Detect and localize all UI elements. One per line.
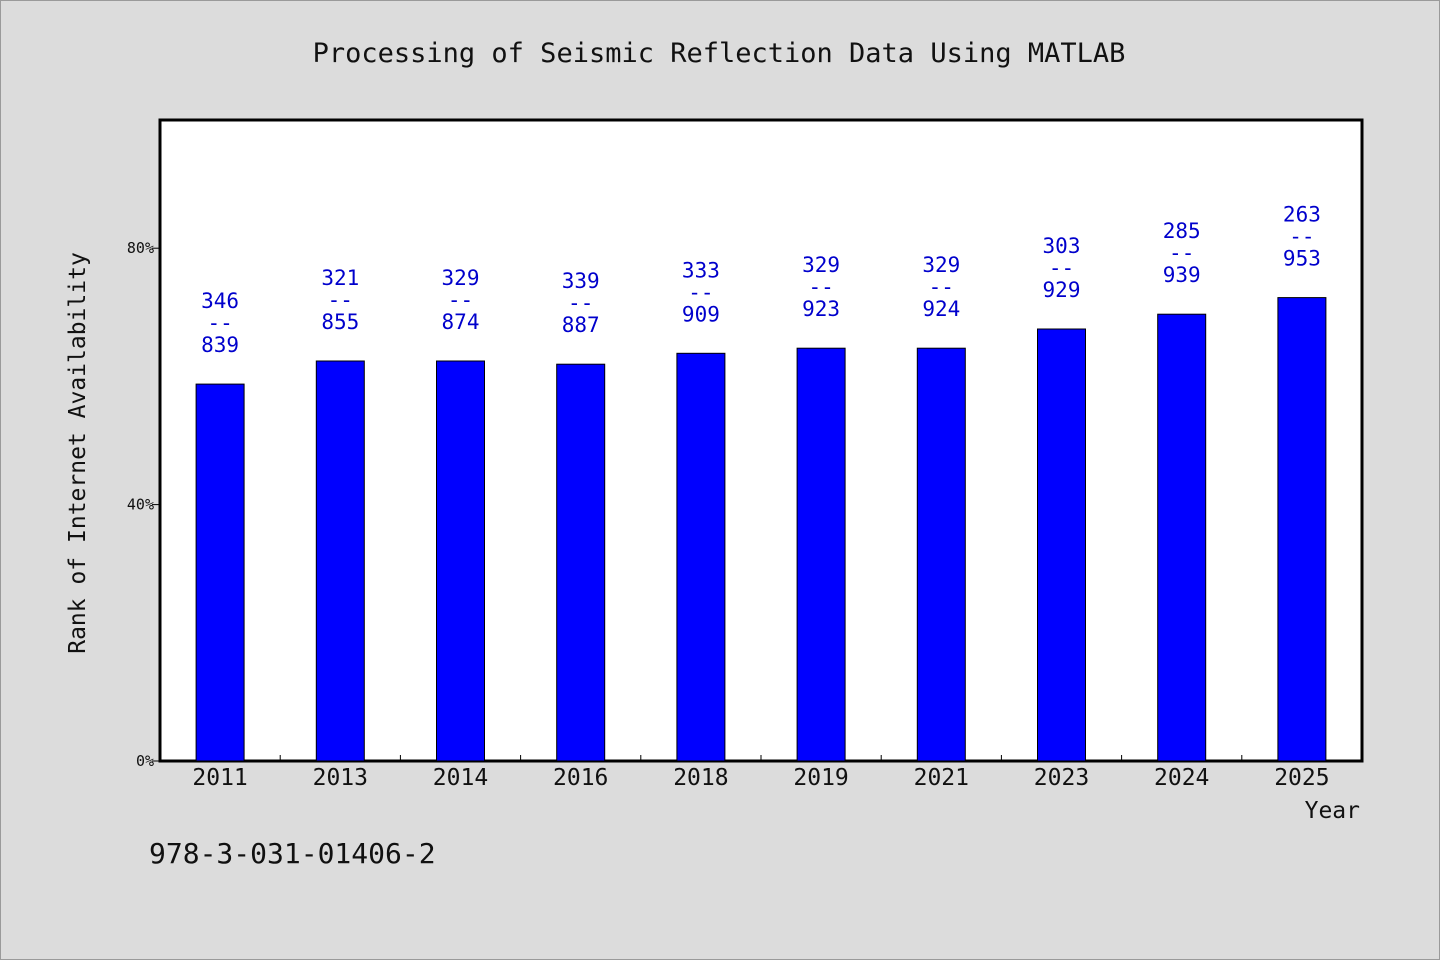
data-label-separator-2019: -- bbox=[808, 275, 833, 299]
data-label-total-2013: 855 bbox=[321, 310, 359, 334]
x-tick-label-2011: 2011 bbox=[192, 765, 247, 791]
bars-layer bbox=[195, 297, 1327, 762]
x-tick-label-2025: 2025 bbox=[1274, 765, 1329, 791]
x-tick-label-2024: 2024 bbox=[1154, 765, 1209, 791]
data-label-total-2023: 929 bbox=[1043, 278, 1081, 302]
data-label-separator-2014: -- bbox=[448, 288, 473, 312]
y-axis-ticks: 0% 40% 80% bbox=[127, 239, 160, 770]
x-tick-label-2014: 2014 bbox=[433, 765, 488, 791]
x-tick-label-2016: 2016 bbox=[553, 765, 608, 791]
data-label-rank-2014: 329 bbox=[442, 266, 480, 290]
data-label-rank-2024: 285 bbox=[1163, 219, 1201, 243]
y-tick-label-80: 80% bbox=[127, 239, 154, 257]
data-label-rank-2021: 329 bbox=[922, 253, 960, 277]
data-label-separator-2021: -- bbox=[929, 275, 954, 299]
data-label-rank-2011: 346 bbox=[201, 289, 239, 313]
y-tick-label-40: 40% bbox=[127, 496, 154, 514]
bar-2018 bbox=[676, 352, 726, 762]
x-tick-label-2019: 2019 bbox=[793, 765, 848, 791]
data-label-separator-2025: -- bbox=[1289, 225, 1314, 249]
data-label-separator-2018: -- bbox=[688, 280, 713, 304]
data-label-total-2019: 923 bbox=[802, 297, 840, 321]
x-axis-ticks: 2011 2013 2014 2016 2018 2019 2021 2023 2024 2025 bbox=[192, 755, 1330, 791]
chart-title: Processing of Seismic Reflection Data Us… bbox=[313, 38, 1126, 69]
data-label-rank-2018: 333 bbox=[682, 258, 720, 282]
x-axis-label: Year bbox=[1305, 798, 1360, 824]
x-tick-label-2021: 2021 bbox=[914, 765, 969, 791]
bar-2025 bbox=[1277, 297, 1327, 762]
data-label-rank-2023: 303 bbox=[1043, 234, 1081, 258]
data-label-total-2014: 874 bbox=[442, 310, 480, 334]
data-label-separator-2024: -- bbox=[1169, 241, 1194, 265]
y-tick-label-0: 0% bbox=[136, 752, 154, 770]
data-label-total-2024: 939 bbox=[1163, 263, 1201, 287]
bar-2016 bbox=[556, 363, 606, 762]
data-label-total-2016: 887 bbox=[562, 313, 600, 337]
data-label-total-2011: 839 bbox=[201, 333, 239, 357]
data-label-separator-2013: -- bbox=[328, 288, 353, 312]
bar-2021 bbox=[916, 347, 966, 762]
bar-2024 bbox=[1157, 313, 1207, 762]
bar-2014 bbox=[436, 360, 485, 762]
data-label-rank-2019: 329 bbox=[802, 253, 840, 277]
data-label-rank-2016: 339 bbox=[562, 269, 600, 293]
bar-2011 bbox=[195, 383, 245, 762]
data-label-total-2018: 909 bbox=[682, 302, 720, 326]
x-tick-label-2018: 2018 bbox=[673, 765, 728, 791]
isbn-footer: 978-3-031-01406-2 bbox=[149, 837, 436, 870]
bar-2019 bbox=[796, 347, 846, 762]
data-label-separator-2023: -- bbox=[1049, 256, 1074, 280]
x-tick-label-2013: 2013 bbox=[313, 765, 368, 791]
data-label-separator-2011: -- bbox=[207, 311, 232, 335]
data-label-separator-2016: -- bbox=[568, 291, 593, 315]
y-axis-label: Rank of Internet Availability bbox=[65, 252, 91, 654]
bar-2023 bbox=[1037, 328, 1086, 762]
data-label-rank-2013: 321 bbox=[321, 266, 359, 290]
bar-2013 bbox=[315, 360, 365, 762]
data-labels-layer: 346--839321--855329--874339--887333--909… bbox=[201, 203, 1321, 358]
data-label-rank-2025: 263 bbox=[1283, 203, 1321, 227]
data-label-total-2021: 924 bbox=[922, 297, 960, 321]
x-tick-label-2023: 2023 bbox=[1034, 765, 1089, 791]
data-label-total-2025: 953 bbox=[1283, 247, 1321, 271]
